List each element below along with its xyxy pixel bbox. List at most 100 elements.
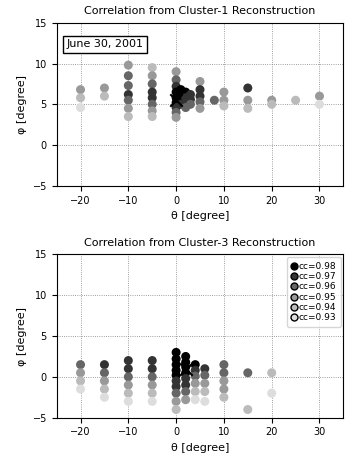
Y-axis label: φ [degree]: φ [degree] — [17, 75, 27, 134]
Point — [126, 373, 131, 380]
Point — [202, 372, 207, 379]
Point — [221, 361, 227, 368]
Point — [221, 102, 227, 109]
Point — [183, 359, 188, 366]
Point — [221, 89, 227, 96]
Point — [149, 381, 155, 389]
Point — [221, 369, 227, 376]
Point — [102, 394, 107, 401]
Point — [173, 372, 179, 379]
Point — [317, 101, 322, 108]
Point — [173, 390, 179, 397]
Point — [126, 97, 131, 104]
Point — [173, 367, 179, 374]
Point — [183, 388, 188, 395]
Point — [173, 97, 179, 104]
Point — [202, 365, 207, 372]
Point — [178, 91, 184, 98]
Point — [78, 86, 84, 93]
Point — [245, 84, 251, 92]
Point — [178, 101, 184, 108]
Point — [78, 104, 84, 111]
Point — [149, 113, 155, 120]
Point — [78, 361, 84, 368]
Point — [149, 101, 155, 108]
Point — [183, 364, 188, 371]
Point — [173, 355, 179, 363]
Point — [183, 99, 188, 106]
Point — [149, 357, 155, 364]
Point — [173, 68, 179, 75]
Point — [126, 61, 131, 69]
Point — [183, 94, 188, 101]
Point — [221, 97, 227, 104]
Point — [78, 385, 84, 393]
Point — [293, 97, 298, 104]
Y-axis label: φ [degree]: φ [degree] — [17, 306, 27, 365]
Point — [149, 373, 155, 380]
Point — [245, 105, 251, 112]
Point — [173, 398, 179, 405]
Point — [173, 83, 179, 90]
Point — [317, 93, 322, 100]
Point — [183, 353, 188, 360]
Point — [202, 380, 207, 387]
Point — [173, 361, 179, 368]
Point — [149, 107, 155, 114]
Point — [102, 361, 107, 368]
Title: Correlation from Cluster-1 Reconstruction: Correlation from Cluster-1 Reconstructio… — [84, 6, 316, 16]
Point — [269, 101, 275, 108]
X-axis label: θ [degree]: θ [degree] — [171, 443, 229, 453]
Point — [78, 94, 84, 101]
Point — [173, 76, 179, 84]
Point — [193, 361, 198, 368]
Point — [102, 377, 107, 385]
Point — [126, 91, 131, 98]
X-axis label: θ [degree]: θ [degree] — [171, 211, 229, 221]
Legend: cc=0.98, cc=0.97, cc=0.96, cc=0.95, cc=0.94, cc=0.93: cc=0.98, cc=0.97, cc=0.96, cc=0.95, cc=0… — [287, 257, 341, 327]
Point — [149, 64, 155, 71]
Point — [178, 96, 184, 103]
Point — [126, 113, 131, 120]
Point — [193, 380, 198, 387]
Point — [193, 396, 198, 403]
Point — [102, 385, 107, 393]
Point — [183, 365, 188, 372]
Point — [173, 377, 179, 385]
Point — [173, 109, 179, 116]
Point — [202, 398, 207, 405]
Point — [183, 375, 188, 382]
Point — [183, 381, 188, 389]
Point — [197, 105, 203, 112]
Point — [188, 91, 193, 98]
Point — [173, 89, 179, 96]
Point — [221, 377, 227, 385]
Point — [193, 372, 198, 380]
Point — [126, 82, 131, 89]
Point — [178, 86, 184, 93]
Text: June 30, 2001: June 30, 2001 — [66, 39, 143, 49]
Point — [269, 390, 275, 397]
Point — [188, 96, 193, 103]
Point — [78, 377, 84, 385]
Point — [183, 396, 188, 403]
Point — [126, 365, 131, 372]
Point — [245, 97, 251, 104]
Point — [173, 406, 179, 413]
Point — [149, 398, 155, 405]
Point — [173, 349, 179, 356]
Point — [149, 94, 155, 101]
Point — [221, 394, 227, 401]
Point — [102, 84, 107, 92]
Point — [149, 72, 155, 79]
Point — [126, 390, 131, 397]
Point — [173, 383, 179, 390]
Point — [197, 98, 203, 105]
Point — [102, 93, 107, 100]
Point — [126, 398, 131, 405]
Point — [102, 369, 107, 376]
Point — [78, 369, 84, 376]
Point — [173, 94, 179, 101]
Point — [202, 388, 207, 395]
Point — [188, 101, 193, 108]
